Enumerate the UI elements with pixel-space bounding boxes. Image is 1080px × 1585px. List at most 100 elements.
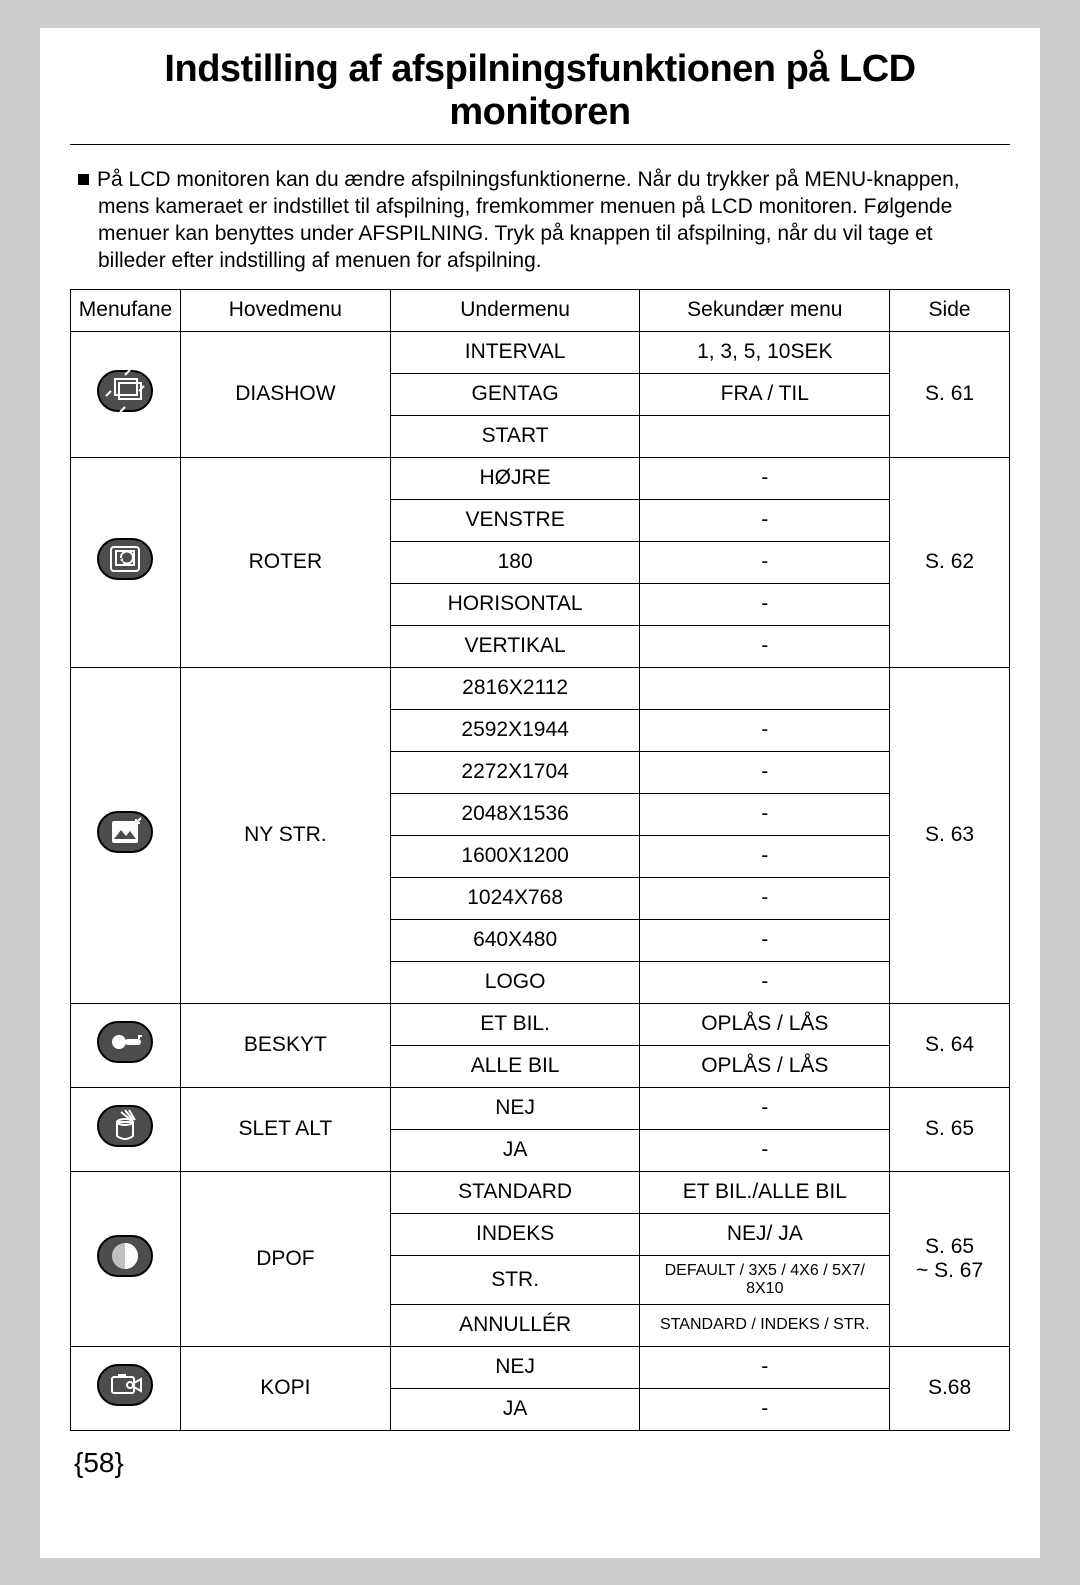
submenu-cell: 2816X2112	[390, 667, 640, 709]
secondary-cell: DEFAULT / 3X5 / 4X6 / 5X7/ 8X10	[640, 1255, 890, 1304]
submenu-cell: ET BIL.	[390, 1003, 640, 1045]
secondary-cell: -	[640, 961, 890, 1003]
submenu-cell: GENTAG	[390, 373, 640, 415]
submenu-cell: INDEKS	[390, 1213, 640, 1255]
submenu-cell: START	[390, 415, 640, 457]
page-ref-cell: S.68	[890, 1346, 1010, 1430]
secondary-cell: -	[640, 835, 890, 877]
title-rule	[70, 144, 1010, 145]
menu-table: Menufane Hovedmenu Undermenu Sekundær me…	[70, 289, 1010, 1431]
secondary-cell: -	[640, 457, 890, 499]
secondary-cell: 1, 3, 5, 10SEK	[640, 331, 890, 373]
menu-tab-icon-cell	[71, 1003, 181, 1087]
secondary-cell: -	[640, 919, 890, 961]
main-menu-cell: KOPI	[180, 1346, 390, 1430]
submenu-cell: NEJ	[390, 1346, 640, 1388]
submenu-cell: NEJ	[390, 1087, 640, 1129]
menu-tab-icon-cell	[71, 331, 181, 457]
secondary-cell	[640, 667, 890, 709]
page-ref-cell: S. 62	[890, 457, 1010, 667]
submenu-cell: STR.	[390, 1255, 640, 1304]
menu-tab-icon-cell	[71, 1171, 181, 1346]
submenu-cell: LOGO	[390, 961, 640, 1003]
main-menu-cell: ROTER	[180, 457, 390, 667]
dpof-icon	[95, 1226, 155, 1286]
submenu-cell: HORISONTAL	[390, 583, 640, 625]
submenu-cell: 180	[390, 541, 640, 583]
col-head-sub: Undermenu	[390, 289, 640, 331]
main-menu-cell: NY STR.	[180, 667, 390, 1003]
table-row: NY STR.2816X2112S. 63	[71, 667, 1010, 709]
table-header-row: Menufane Hovedmenu Undermenu Sekundær me…	[71, 289, 1010, 331]
col-head-page: Side	[890, 289, 1010, 331]
page-ref-cell: S. 64	[890, 1003, 1010, 1087]
page-ref-cell: S. 65	[890, 1087, 1010, 1171]
intro-paragraph: På LCD monitoren kan du ændre afspilning…	[70, 167, 1010, 289]
secondary-cell: -	[640, 751, 890, 793]
secondary-cell: -	[640, 499, 890, 541]
lock-icon	[95, 1012, 155, 1072]
menu-tab-icon-cell	[71, 667, 181, 1003]
bullet-square-icon	[78, 174, 89, 185]
table-row: DIASHOWINTERVAL1, 3, 5, 10SEKS. 61	[71, 331, 1010, 373]
table-row: KOPINEJ-S.68	[71, 1346, 1010, 1388]
secondary-cell: -	[640, 709, 890, 751]
rotate-icon	[95, 529, 155, 589]
secondary-cell: -	[640, 1087, 890, 1129]
page-number: {58}	[70, 1447, 1010, 1479]
resize-icon	[95, 802, 155, 862]
submenu-cell: 2048X1536	[390, 793, 640, 835]
table-row: ROTERHØJRE-S. 62	[71, 457, 1010, 499]
secondary-cell: OPLÅS / LÅS	[640, 1045, 890, 1087]
secondary-cell: FRA / TIL	[640, 373, 890, 415]
col-head-main: Hovedmenu	[180, 289, 390, 331]
secondary-cell: -	[640, 541, 890, 583]
secondary-cell	[640, 415, 890, 457]
submenu-cell: 1600X1200	[390, 835, 640, 877]
page-ref-cell: S. 65 ~ S. 67	[890, 1171, 1010, 1346]
secondary-cell: -	[640, 793, 890, 835]
submenu-cell: 2592X1944	[390, 709, 640, 751]
secondary-cell: NEJ/ JA	[640, 1213, 890, 1255]
table-row: DPOFSTANDARDET BIL./ALLE BILS. 65 ~ S. 6…	[71, 1171, 1010, 1213]
submenu-cell: HØJRE	[390, 457, 640, 499]
main-menu-cell: SLET ALT	[180, 1087, 390, 1171]
submenu-cell: JA	[390, 1129, 640, 1171]
submenu-cell: STANDARD	[390, 1171, 640, 1213]
intro-text: På LCD monitoren kan du ændre afspilning…	[97, 168, 960, 272]
secondary-cell: -	[640, 625, 890, 667]
submenu-cell: VERTIKAL	[390, 625, 640, 667]
secondary-cell: ET BIL./ALLE BIL	[640, 1171, 890, 1213]
secondary-cell: OPLÅS / LÅS	[640, 1003, 890, 1045]
submenu-cell: JA	[390, 1388, 640, 1430]
main-menu-cell: BESKYT	[180, 1003, 390, 1087]
submenu-cell: INTERVAL	[390, 331, 640, 373]
submenu-cell: 1024X768	[390, 877, 640, 919]
copy-icon	[95, 1355, 155, 1415]
submenu-cell: ANNULLÉR	[390, 1304, 640, 1346]
table-row: SLET ALTNEJ-S. 65	[71, 1087, 1010, 1129]
table-row: BESKYTET BIL.OPLÅS / LÅSS. 64	[71, 1003, 1010, 1045]
secondary-cell: -	[640, 1346, 890, 1388]
secondary-cell: -	[640, 583, 890, 625]
secondary-cell: -	[640, 877, 890, 919]
secondary-cell: -	[640, 1388, 890, 1430]
page-ref-cell: S. 61	[890, 331, 1010, 457]
secondary-cell: -	[640, 1129, 890, 1171]
secondary-cell: STANDARD / INDEKS / STR.	[640, 1304, 890, 1346]
delete-icon	[95, 1096, 155, 1156]
submenu-cell: VENSTRE	[390, 499, 640, 541]
submenu-cell: 640X480	[390, 919, 640, 961]
main-menu-cell: DPOF	[180, 1171, 390, 1346]
page-title: Indstilling af afspilningsfunktionen på …	[70, 48, 1010, 134]
submenu-cell: ALLE BIL	[390, 1045, 640, 1087]
manual-page: Indstilling af afspilningsfunktionen på …	[40, 28, 1040, 1558]
menu-tab-icon-cell	[71, 1346, 181, 1430]
menu-tab-icon-cell	[71, 457, 181, 667]
slideshow-icon	[95, 361, 155, 421]
menu-tab-icon-cell	[71, 1087, 181, 1171]
submenu-cell: 2272X1704	[390, 751, 640, 793]
col-head-sec: Sekundær menu	[640, 289, 890, 331]
col-head-icon: Menufane	[71, 289, 181, 331]
main-menu-cell: DIASHOW	[180, 331, 390, 457]
